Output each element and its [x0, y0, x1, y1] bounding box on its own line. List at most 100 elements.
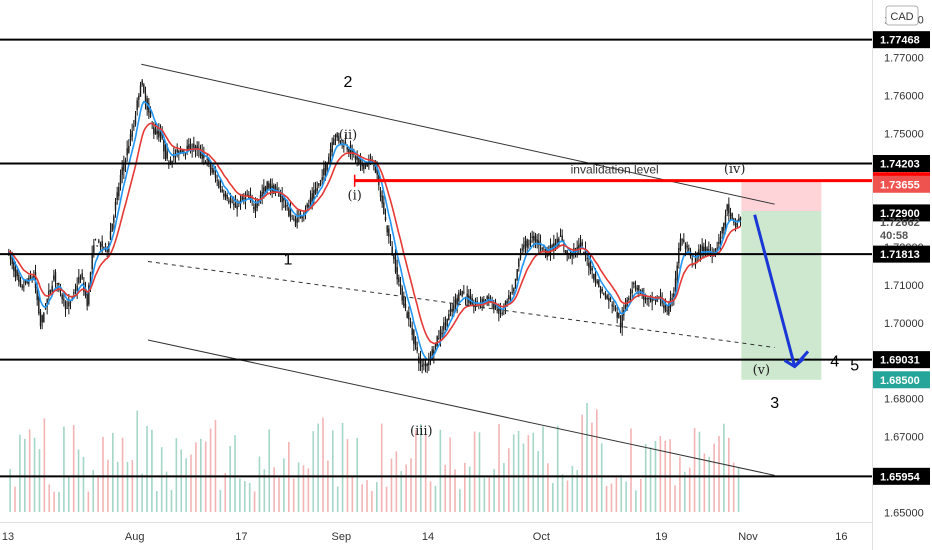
candle-body [396, 267, 398, 280]
candle-body [574, 248, 577, 250]
price-label-box [873, 371, 930, 389]
candle-body [561, 235, 563, 241]
candle-body [534, 235, 537, 242]
candle-body [68, 302, 70, 307]
candle-body [681, 239, 683, 241]
candle-body [484, 300, 487, 301]
candle-body [613, 306, 615, 308]
candle-body [404, 303, 407, 309]
candle-body [424, 363, 427, 367]
candle-body [598, 280, 600, 288]
candle-body [63, 298, 65, 301]
candle-body [79, 278, 82, 280]
volume-bar [82, 456, 85, 512]
candle-body [356, 155, 358, 160]
candle-body [161, 133, 163, 139]
candle-body [621, 314, 623, 328]
volume-bar [439, 429, 442, 512]
time-axis[interactable]: 13 Aug 17 Sep 14 Oct 19 Nov 16 [2, 531, 848, 543]
volume-bar [376, 482, 378, 512]
candle-body [448, 313, 450, 321]
volume-bar [219, 489, 222, 512]
candle-body [181, 150, 183, 154]
candle-body [629, 292, 632, 294]
candle-body [431, 349, 433, 360]
wave-label: (i) [348, 189, 362, 204]
candle-body [493, 303, 495, 310]
volume-bar [635, 490, 637, 512]
candle-body [23, 286, 25, 288]
candle-body [346, 147, 348, 150]
time-tick-label: Oct [533, 531, 550, 543]
candle-body [581, 241, 583, 246]
candle-body [121, 167, 123, 175]
volume-bar [586, 402, 588, 512]
candle-body [218, 181, 220, 188]
candle-body [306, 204, 308, 208]
candle-body [33, 275, 35, 279]
candle-body [314, 189, 317, 194]
volume-bar [48, 484, 51, 512]
time-tick-label: 19 [655, 531, 667, 543]
candle-body [606, 295, 608, 299]
volume-bar [38, 449, 41, 512]
candle-body [291, 218, 293, 220]
candle-body [203, 153, 205, 159]
candle-body [616, 312, 618, 318]
volume-bar [380, 423, 383, 512]
volume-bar [679, 456, 681, 512]
volume-bar [405, 464, 407, 512]
currency-badge[interactable]: CAD [885, 5, 919, 26]
volume-bar [517, 430, 520, 512]
volume-bar [605, 485, 608, 512]
price-tick-label: 1.76000 [884, 90, 924, 102]
volume-bar [327, 460, 329, 512]
currency-label: CAD [890, 11, 913, 23]
volume-bar [464, 462, 466, 512]
candle-body [708, 249, 710, 252]
candle-body [93, 245, 95, 253]
price-tick-label: 1.65000 [884, 508, 924, 520]
candle-body [603, 293, 605, 295]
candle-body [328, 156, 330, 163]
candle-body [674, 278, 677, 292]
volume-bar [258, 456, 261, 512]
candle-body [719, 237, 722, 244]
wave-label: 1 [284, 251, 293, 268]
candle-body [486, 296, 488, 300]
volume-bar [532, 432, 535, 512]
candle-body [171, 161, 173, 163]
price-label-text: 1.74203 [880, 158, 920, 170]
candle-body [284, 205, 287, 208]
candle-body [224, 194, 227, 197]
volume-bar [165, 471, 168, 512]
candle-body [509, 296, 512, 299]
candle-body [123, 163, 125, 171]
candle-body [193, 143, 195, 150]
candle-body [103, 246, 105, 248]
volume-bar [410, 458, 412, 512]
volume-bar [263, 469, 266, 512]
candle-body [376, 168, 378, 175]
candle-body [96, 245, 98, 247]
candle-body [66, 308, 68, 309]
volume-bar [688, 467, 691, 512]
candle-body [419, 358, 422, 364]
candle-body [9, 252, 12, 260]
price-label-text: 1.68500 [880, 375, 920, 387]
candle-body [514, 278, 517, 288]
candle-body [533, 235, 535, 241]
volume-bar [244, 480, 246, 512]
volume-bar [151, 429, 153, 512]
volume-bar [126, 461, 129, 512]
candle-body [646, 297, 648, 300]
candle-body [678, 247, 680, 264]
candle-body [51, 285, 53, 292]
candle-body [133, 125, 135, 128]
volume-bar [615, 477, 618, 512]
candle-body [651, 297, 653, 303]
candle-body [549, 245, 552, 255]
candle-body [571, 254, 573, 257]
